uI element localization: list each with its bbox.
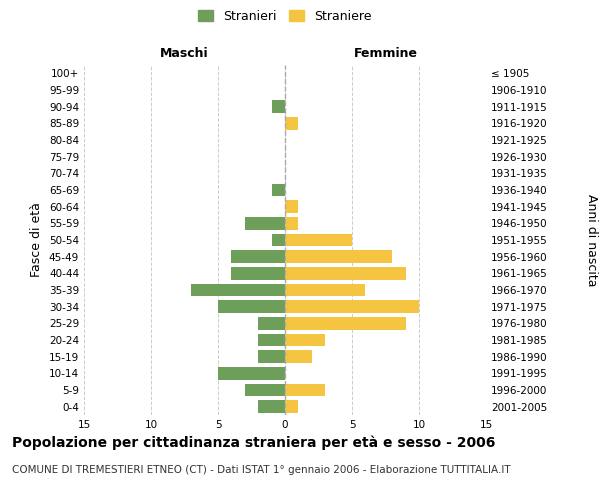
Legend: Stranieri, Straniere: Stranieri, Straniere bbox=[194, 6, 376, 26]
Bar bbox=[272, 234, 285, 246]
Bar bbox=[272, 100, 285, 113]
Bar bbox=[258, 317, 285, 330]
Bar bbox=[285, 234, 352, 246]
Bar bbox=[285, 117, 298, 130]
Text: Anni di nascita: Anni di nascita bbox=[584, 194, 598, 286]
Bar bbox=[285, 384, 325, 396]
Bar bbox=[218, 300, 285, 313]
Bar bbox=[232, 250, 285, 263]
Bar bbox=[285, 317, 406, 330]
Text: COMUNE DI TREMESTIERI ETNEO (CT) - Dati ISTAT 1° gennaio 2006 - Elaborazione TUT: COMUNE DI TREMESTIERI ETNEO (CT) - Dati … bbox=[12, 465, 511, 475]
Bar bbox=[258, 350, 285, 363]
Bar bbox=[285, 217, 298, 230]
Bar bbox=[285, 300, 419, 313]
Bar bbox=[232, 267, 285, 280]
Bar bbox=[285, 350, 312, 363]
Bar bbox=[218, 367, 285, 380]
Y-axis label: Fasce di età: Fasce di età bbox=[31, 202, 43, 278]
Bar bbox=[285, 200, 298, 213]
Bar bbox=[285, 250, 392, 263]
Text: Popolazione per cittadinanza straniera per età e sesso - 2006: Popolazione per cittadinanza straniera p… bbox=[12, 435, 496, 450]
Bar bbox=[285, 267, 406, 280]
Bar bbox=[191, 284, 285, 296]
Bar bbox=[258, 334, 285, 346]
Bar bbox=[285, 334, 325, 346]
Bar bbox=[245, 217, 285, 230]
Bar bbox=[285, 284, 365, 296]
Bar bbox=[258, 400, 285, 413]
Bar bbox=[245, 384, 285, 396]
Bar bbox=[285, 400, 298, 413]
Bar bbox=[272, 184, 285, 196]
